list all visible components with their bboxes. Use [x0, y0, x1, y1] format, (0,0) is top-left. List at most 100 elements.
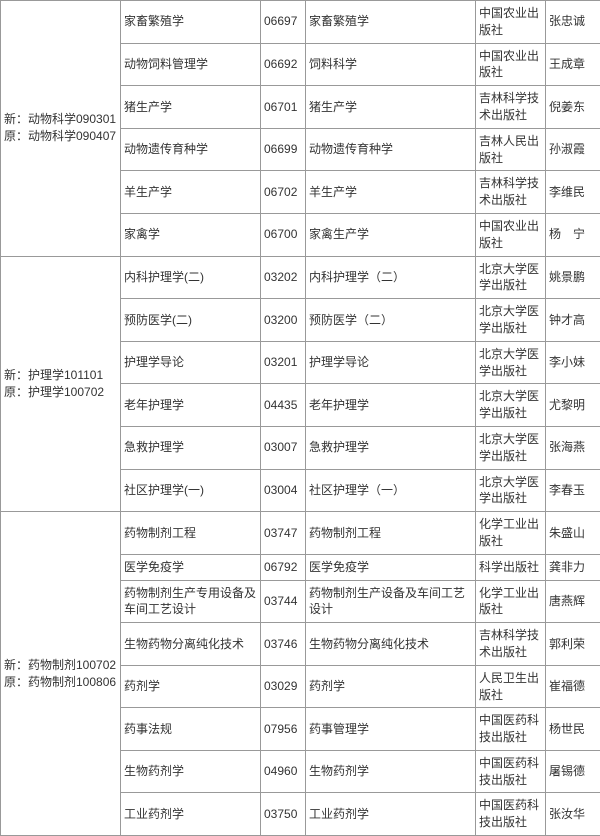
- course-name: 家禽学: [121, 213, 261, 256]
- book-name: 社区护理学（一）: [306, 469, 476, 512]
- course-table: 新：动物科学090301原：动物科学090407家畜繁殖学06697家畜繁殖学中…: [0, 0, 600, 836]
- book-name: 工业药剂学: [306, 793, 476, 836]
- author: 孙淑霞: [546, 128, 600, 171]
- publisher: 北京大学医学出版社: [476, 256, 546, 299]
- course-name: 动物饲料管理学: [121, 43, 261, 86]
- major-cell: 新：药物制剂100702原：药物制剂100806: [1, 512, 121, 836]
- author: 杨 宁: [546, 213, 600, 256]
- publisher: 中国农业出版社: [476, 213, 546, 256]
- author: 李维民: [546, 171, 600, 214]
- major-line: 新：动物科学090301: [4, 111, 117, 128]
- course-code: 03201: [261, 341, 306, 384]
- author: 李小妹: [546, 341, 600, 384]
- major-line: 原：动物科学090407: [4, 128, 117, 145]
- book-name: 预防医学（二）: [306, 299, 476, 342]
- author: 唐燕辉: [546, 580, 600, 623]
- course-code: 06699: [261, 128, 306, 171]
- author: 朱盛山: [546, 512, 600, 555]
- course-code: 03029: [261, 665, 306, 708]
- course-name: 家畜繁殖学: [121, 1, 261, 44]
- course-name: 动物遗传育种学: [121, 128, 261, 171]
- book-name: 老年护理学: [306, 384, 476, 427]
- course-code: 04960: [261, 750, 306, 793]
- course-code: 03007: [261, 426, 306, 469]
- publisher: 化学工业出版社: [476, 512, 546, 555]
- course-code: 06692: [261, 43, 306, 86]
- author: 尤黎明: [546, 384, 600, 427]
- book-name: 医学免疫学: [306, 554, 476, 580]
- book-name: 急救护理学: [306, 426, 476, 469]
- course-name: 医学免疫学: [121, 554, 261, 580]
- course-name: 羊生产学: [121, 171, 261, 214]
- publisher: 北京大学医学出版社: [476, 426, 546, 469]
- publisher: 中国医药科技出版社: [476, 750, 546, 793]
- publisher: 中国医药科技出版社: [476, 793, 546, 836]
- course-code: 03200: [261, 299, 306, 342]
- course-code: 04435: [261, 384, 306, 427]
- course-name: 药剂学: [121, 665, 261, 708]
- author: 张忠诚: [546, 1, 600, 44]
- course-name: 药事法规: [121, 708, 261, 751]
- book-name: 动物遗传育种学: [306, 128, 476, 171]
- publisher: 吉林人民出版社: [476, 128, 546, 171]
- table-row: 新：护理学101101原：护理学100702内科护理学(二)03202内科护理学…: [1, 256, 600, 299]
- course-name: 药物制剂工程: [121, 512, 261, 555]
- table-row: 新：药物制剂100702原：药物制剂100806药物制剂工程03747药物制剂工…: [1, 512, 600, 555]
- course-code: 06697: [261, 1, 306, 44]
- book-name: 猪生产学: [306, 86, 476, 129]
- book-name: 家禽生产学: [306, 213, 476, 256]
- author: 倪姜东: [546, 86, 600, 129]
- major-cell: 新：动物科学090301原：动物科学090407: [1, 1, 121, 257]
- course-name: 急救护理学: [121, 426, 261, 469]
- course-name: 预防医学(二): [121, 299, 261, 342]
- course-name: 生物药剂学: [121, 750, 261, 793]
- course-code: 06700: [261, 213, 306, 256]
- author: 张海燕: [546, 426, 600, 469]
- course-name: 内科护理学(二): [121, 256, 261, 299]
- author: 龚非力: [546, 554, 600, 580]
- course-name: 老年护理学: [121, 384, 261, 427]
- major-line: 新：药物制剂100702: [4, 657, 117, 674]
- course-code: 06792: [261, 554, 306, 580]
- publisher: 吉林科学技术出版社: [476, 86, 546, 129]
- book-name: 药事管理学: [306, 708, 476, 751]
- major-line: 新：护理学101101: [4, 367, 117, 384]
- author: 郭利荣: [546, 623, 600, 666]
- course-name: 护理学导论: [121, 341, 261, 384]
- course-code: 07956: [261, 708, 306, 751]
- course-code: 03746: [261, 623, 306, 666]
- author: 崔福德: [546, 665, 600, 708]
- course-code: 06702: [261, 171, 306, 214]
- book-name: 护理学导论: [306, 341, 476, 384]
- book-name: 药剂学: [306, 665, 476, 708]
- publisher: 吉林科学技术出版社: [476, 171, 546, 214]
- major-cell: 新：护理学101101原：护理学100702: [1, 256, 121, 512]
- course-code: 06701: [261, 86, 306, 129]
- major-line: 原：药物制剂100806: [4, 674, 117, 691]
- course-code: 03744: [261, 580, 306, 623]
- publisher: 科学出版社: [476, 554, 546, 580]
- book-name: 内科护理学（二）: [306, 256, 476, 299]
- author: 姚景鹏: [546, 256, 600, 299]
- major-line: 原：护理学100702: [4, 384, 117, 401]
- author: 李春玉: [546, 469, 600, 512]
- author: 张汝华: [546, 793, 600, 836]
- course-code: 03004: [261, 469, 306, 512]
- course-code: 03747: [261, 512, 306, 555]
- course-name: 生物药物分离纯化技术: [121, 623, 261, 666]
- book-name: 饲料科学: [306, 43, 476, 86]
- course-code: 03750: [261, 793, 306, 836]
- publisher: 中国农业出版社: [476, 43, 546, 86]
- course-code: 03202: [261, 256, 306, 299]
- book-name: 药物制剂生产设备及车间工艺设计: [306, 580, 476, 623]
- author: 屠锡德: [546, 750, 600, 793]
- book-name: 生物药物分离纯化技术: [306, 623, 476, 666]
- book-name: 生物药剂学: [306, 750, 476, 793]
- course-name: 社区护理学(一): [121, 469, 261, 512]
- author: 钟才高: [546, 299, 600, 342]
- publisher: 中国医药科技出版社: [476, 708, 546, 751]
- publisher: 人民卫生出版社: [476, 665, 546, 708]
- course-name: 工业药剂学: [121, 793, 261, 836]
- book-name: 羊生产学: [306, 171, 476, 214]
- publisher: 化学工业出版社: [476, 580, 546, 623]
